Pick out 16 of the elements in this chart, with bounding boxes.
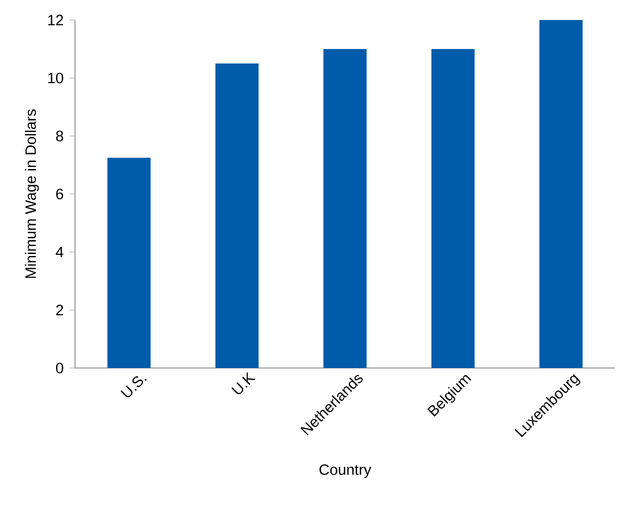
- y-tick-label: 10: [48, 72, 64, 84]
- y-tick-label: 8: [56, 130, 64, 142]
- y-tick-label: 2: [56, 304, 64, 316]
- y-tick-label: 12: [48, 14, 64, 26]
- x-axis-title: Country: [320, 464, 372, 478]
- bar: [107, 158, 151, 368]
- bar: [215, 63, 259, 368]
- y-tick-label: 6: [56, 188, 64, 200]
- y-tick-label: 0: [56, 362, 64, 374]
- bar: [323, 48, 367, 368]
- bar: [539, 20, 583, 368]
- y-tick-label: 4: [56, 246, 64, 258]
- bar: [431, 48, 475, 368]
- x-tick-label: U.K: [231, 372, 256, 394]
- x-tick-label: U.S.: [120, 376, 147, 398]
- y-axis-title: Minimum Wage in Dollars: [24, 109, 39, 278]
